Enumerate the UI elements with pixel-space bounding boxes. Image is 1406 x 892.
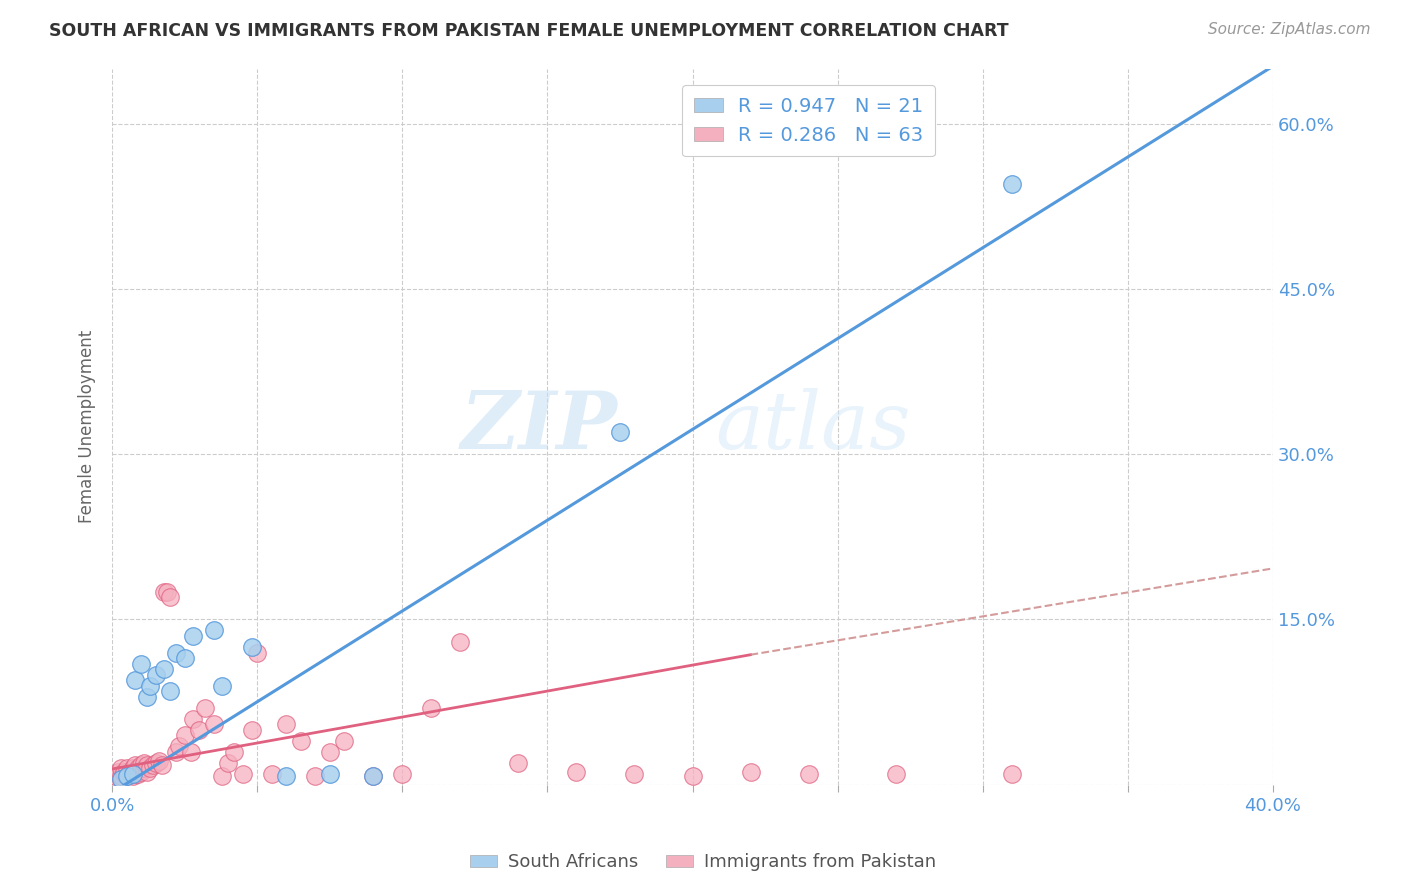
Point: [420, 700, 443, 714]
Legend: South Africans, Immigrants from Pakistan: South Africans, Immigrants from Pakistan: [463, 847, 943, 879]
Point: [136, 690, 159, 704]
Point: [124, 766, 146, 780]
Point: [167, 739, 190, 754]
Point: [104, 769, 127, 783]
Point: [145, 667, 167, 681]
Point: [112, 764, 135, 779]
Point: [260, 766, 283, 780]
Point: [623, 766, 645, 780]
Point: [276, 769, 298, 783]
Point: [319, 766, 342, 780]
Point: [107, 764, 129, 779]
Point: [202, 717, 225, 731]
Text: ZIP: ZIP: [460, 388, 617, 466]
Point: [115, 761, 138, 775]
Point: [139, 761, 162, 775]
Point: [682, 769, 704, 783]
Point: [609, 425, 631, 439]
Point: [222, 745, 245, 759]
Point: [183, 629, 205, 643]
Legend: R = 0.947   N = 21, R = 0.286   N = 63: R = 0.947 N = 21, R = 0.286 N = 63: [682, 86, 935, 156]
Point: [165, 745, 187, 759]
Point: [363, 769, 385, 783]
Point: [565, 764, 588, 779]
Point: [363, 769, 385, 783]
Point: [121, 761, 143, 775]
Point: [232, 766, 254, 780]
Text: SOUTH AFRICAN VS IMMIGRANTS FROM PAKISTAN FEMALE UNEMPLOYMENT CORRELATION CHART: SOUTH AFRICAN VS IMMIGRANTS FROM PAKISTA…: [49, 22, 1010, 40]
Point: [449, 634, 471, 648]
Point: [276, 717, 298, 731]
Point: [139, 679, 162, 693]
Point: [156, 585, 179, 599]
Point: [129, 764, 152, 779]
Point: [112, 766, 135, 780]
Point: [110, 769, 132, 783]
Point: [153, 585, 176, 599]
Point: [110, 761, 132, 775]
Point: [211, 679, 233, 693]
Point: [107, 766, 129, 780]
Point: [118, 766, 141, 780]
Point: [165, 646, 187, 660]
Point: [240, 723, 263, 737]
Text: Source: ZipAtlas.com: Source: ZipAtlas.com: [1208, 22, 1371, 37]
Point: [115, 769, 138, 783]
Point: [136, 764, 159, 779]
Point: [211, 769, 233, 783]
Point: [118, 764, 141, 779]
Point: [194, 700, 217, 714]
Point: [134, 761, 156, 775]
Point: [129, 758, 152, 772]
Point: [115, 769, 138, 783]
Point: [134, 756, 156, 770]
Point: [127, 761, 149, 775]
Point: [173, 728, 195, 742]
Point: [188, 723, 211, 737]
Point: [1001, 178, 1024, 192]
Point: [797, 766, 820, 780]
Point: [391, 766, 413, 780]
Point: [127, 766, 149, 780]
Point: [136, 758, 159, 772]
Text: atlas: atlas: [716, 388, 911, 466]
Point: [319, 745, 342, 759]
Point: [124, 758, 146, 772]
Point: [173, 651, 195, 665]
Point: [129, 657, 152, 671]
Point: [145, 756, 167, 770]
Point: [150, 758, 173, 772]
Point: [508, 756, 530, 770]
Point: [884, 766, 907, 780]
Point: [153, 662, 176, 676]
Point: [246, 646, 269, 660]
Point: [124, 673, 146, 687]
Point: [217, 756, 239, 770]
Point: [304, 769, 326, 783]
Point: [290, 733, 312, 747]
Point: [110, 772, 132, 787]
Point: [333, 733, 356, 747]
Point: [159, 591, 181, 605]
Point: [121, 769, 143, 783]
Point: [159, 684, 181, 698]
Point: [183, 712, 205, 726]
Point: [121, 766, 143, 780]
Point: [180, 745, 202, 759]
Point: [142, 758, 165, 772]
Point: [1001, 766, 1024, 780]
Point: [740, 764, 762, 779]
Y-axis label: Female Unemployment: Female Unemployment: [79, 330, 96, 524]
Point: [240, 640, 263, 654]
Point: [202, 624, 225, 638]
Point: [148, 754, 170, 768]
